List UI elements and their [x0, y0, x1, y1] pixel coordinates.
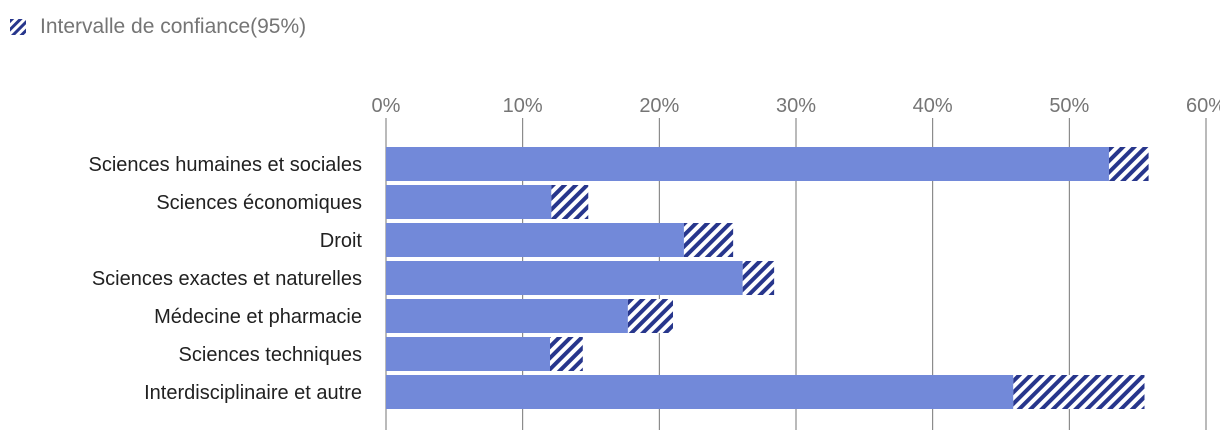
category-label: Interdisciplinaire et autre: [144, 382, 362, 404]
category-labels: Sciences humaines et sociales Sciences éc…: [89, 154, 363, 404]
legend-label: Intervalle de confiance(95%): [40, 15, 307, 38]
x-tick-label: 40%: [913, 95, 953, 117]
confidence-interval-bar: [1013, 375, 1145, 409]
x-tick-label: 20%: [639, 95, 679, 117]
x-tick-label: 50%: [1049, 95, 1089, 117]
category-label: Sciences humaines et sociales: [89, 154, 362, 176]
confidence-interval-legend-icon: [10, 19, 26, 35]
bar: [386, 299, 628, 333]
confidence-interval-bar: [627, 299, 673, 333]
category-label: Médecine et pharmacie: [154, 306, 362, 328]
bar: [386, 147, 1109, 181]
confidence-interval-bar: [683, 223, 734, 257]
x-axis-tick-labels: 0% 10% 20% 30% 40% 50% 60%: [372, 95, 1220, 117]
x-tick-label: 60%: [1186, 95, 1220, 117]
bar: [386, 223, 684, 257]
category-label: Droit: [320, 230, 363, 252]
legend: Intervalle de confiance(95%): [10, 12, 306, 42]
confidence-interval-bar: [742, 261, 775, 295]
bar: [386, 375, 1014, 409]
bar: [386, 337, 550, 371]
confidence-interval-bar: [550, 337, 583, 371]
bar: [386, 185, 552, 219]
confidence-interval-bar: [1108, 147, 1149, 181]
x-tick-label: 10%: [503, 95, 543, 117]
bar: [386, 261, 743, 295]
bars: [386, 147, 1149, 409]
confidence-interval-bar: [551, 185, 589, 219]
x-tick-label: 30%: [776, 95, 816, 117]
category-label: Sciences économiques: [156, 192, 362, 214]
x-tick-label: 0%: [372, 95, 401, 117]
category-label: Sciences exactes et naturelles: [92, 268, 362, 290]
category-label: Sciences techniques: [179, 344, 362, 366]
